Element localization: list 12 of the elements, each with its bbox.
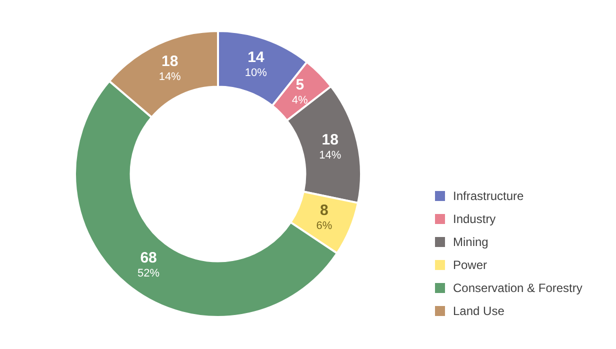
- data-label: 8 6%: [316, 202, 332, 232]
- legend-label: Infrastructure: [453, 188, 524, 202]
- legend-label: Industry: [453, 212, 496, 226]
- legend-label: Conservation & Forestry: [453, 280, 582, 294]
- data-label: 68 52%: [138, 249, 160, 280]
- legend-label: Power: [453, 258, 488, 272]
- data-label: 18 14%: [158, 53, 182, 83]
- legend-label: Mining: [453, 234, 488, 248]
- data-label: 5 4%: [292, 76, 308, 107]
- data-label: 18 14%: [319, 132, 342, 162]
- legend-label: Land Use: [453, 304, 504, 318]
- data-label: 14 10%: [244, 48, 268, 79]
